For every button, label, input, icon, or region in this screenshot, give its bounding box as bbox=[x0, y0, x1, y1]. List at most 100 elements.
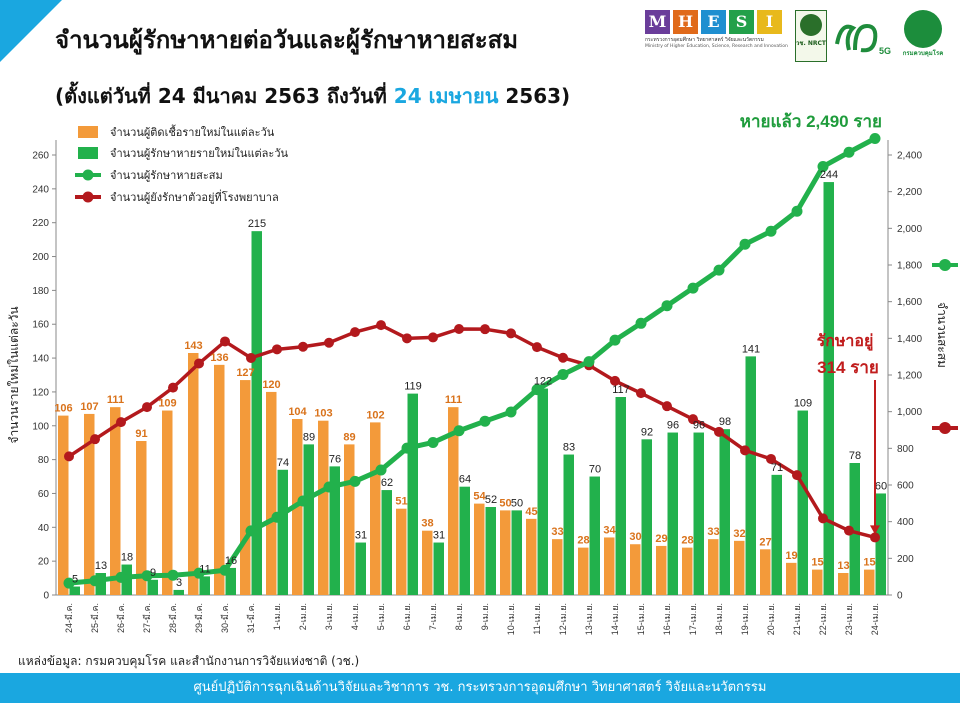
page-title: จำนวนผู้รักษาหายต่อวันและผู้รักษาหายสะสม bbox=[55, 26, 519, 54]
bar-new-infections bbox=[526, 518, 537, 595]
y-left-axis-title: จำนวนรายใหม่ในแต่ละวัน bbox=[7, 306, 21, 443]
bar-new-recoveries bbox=[589, 476, 600, 595]
bar-new-infections bbox=[318, 420, 329, 595]
point-cumulative bbox=[297, 495, 309, 507]
label-new-recoveries: 89 bbox=[303, 431, 315, 443]
annotation-recovered-total: หายแล้ว 2,490 ราย bbox=[740, 112, 882, 131]
label-new-recoveries: 215 bbox=[248, 218, 266, 230]
label-new-infections: 107 bbox=[80, 401, 98, 413]
label-new-recoveries: 76 bbox=[329, 453, 341, 465]
mhesi-letter-m: M bbox=[645, 10, 670, 34]
bar-new-recoveries bbox=[563, 454, 574, 595]
y-right-axis-title: จำนวนสะสม bbox=[935, 302, 949, 368]
point-cumulative bbox=[479, 415, 491, 427]
bar-new-infections bbox=[838, 573, 849, 595]
y-right-tick-label: 2,200 bbox=[897, 187, 922, 198]
bar-new-recoveries bbox=[849, 463, 860, 595]
bar-new-recoveries bbox=[511, 510, 522, 595]
point-hospitalized bbox=[220, 336, 230, 347]
label-new-infections: 104 bbox=[288, 406, 307, 418]
label-new-infections: 109 bbox=[158, 398, 176, 410]
x-tick-label: 11-เม.ย. bbox=[532, 603, 542, 635]
point-cumulative bbox=[89, 575, 101, 587]
point-hospitalized bbox=[506, 328, 516, 339]
mhesi-english-name: Ministry of Higher Education, Science, R… bbox=[645, 44, 788, 49]
point-hospitalized bbox=[480, 324, 490, 335]
x-tick-label: 23-เม.ย. bbox=[844, 603, 854, 635]
label-new-recoveries: 78 bbox=[849, 450, 861, 462]
bar-new-infections bbox=[110, 407, 121, 595]
bar-new-recoveries bbox=[719, 429, 730, 595]
label-new-recoveries: 141 bbox=[742, 343, 760, 355]
bar-new-infections bbox=[604, 537, 615, 595]
y-left-tick-label: 80 bbox=[38, 455, 50, 466]
label-new-infections: 127 bbox=[236, 367, 254, 379]
point-hospitalized bbox=[350, 327, 360, 338]
point-cumulative bbox=[869, 133, 881, 144]
bar-new-recoveries bbox=[823, 182, 834, 596]
y-left-tick-label: 160 bbox=[32, 320, 49, 331]
label-new-infections: 15 bbox=[863, 557, 875, 569]
bar-new-infections bbox=[84, 413, 95, 595]
footer-banner: ศูนย์ปฏิบัติการฉุกเฉินด้านวิจัยและวิชากา… bbox=[0, 673, 960, 703]
bar-new-recoveries bbox=[615, 397, 626, 595]
bar-new-infections bbox=[500, 510, 511, 595]
bar-new-infections bbox=[136, 441, 147, 595]
point-hospitalized bbox=[818, 513, 828, 524]
bar-new-recoveries bbox=[433, 542, 444, 595]
bar-new-recoveries bbox=[797, 410, 808, 595]
point-hospitalized bbox=[90, 434, 100, 445]
mhesi-thai-name: กระทรวงการอุดมศึกษา วิทยาศาสตร์ วิจัยและ… bbox=[645, 37, 764, 43]
legend-label-1: จำนวนผู้รักษาหายรายใหม่ในแต่ละวัน bbox=[110, 147, 289, 160]
bar-new-recoveries bbox=[459, 486, 470, 595]
y-right-tick-label: 2,000 bbox=[897, 224, 922, 235]
bar-new-recoveries bbox=[771, 474, 782, 595]
y-left-tick-label: 40 bbox=[38, 523, 50, 534]
x-tick-label: 24-มี.ค. bbox=[64, 603, 74, 633]
label-new-recoveries: 3 bbox=[176, 577, 182, 589]
label-new-recoveries: 96 bbox=[667, 420, 679, 432]
mhesi-letter-e: E bbox=[701, 10, 726, 34]
point-cumulative bbox=[765, 225, 777, 237]
label-new-infections: 89 bbox=[343, 431, 355, 443]
y-right-tick-label: 0 bbox=[897, 591, 903, 602]
bar-new-recoveries bbox=[95, 573, 106, 595]
label-new-infections: 136 bbox=[210, 352, 228, 364]
x-tick-label: 31-มี.ค. bbox=[246, 603, 256, 633]
bar-new-recoveries bbox=[199, 576, 210, 595]
x-tick-label: 20-เม.ย. bbox=[766, 603, 776, 635]
label-new-recoveries: 31 bbox=[433, 530, 445, 542]
nrct-seal-icon bbox=[800, 14, 822, 36]
label-new-recoveries: 52 bbox=[485, 494, 497, 506]
point-hospitalized bbox=[168, 382, 178, 393]
x-tick-label: 27-มี.ค. bbox=[142, 603, 152, 633]
point-hospitalized bbox=[714, 426, 724, 437]
point-hospitalized bbox=[558, 352, 568, 363]
y-left-tick-label: 60 bbox=[38, 489, 50, 500]
5g-logo: 5G bbox=[835, 23, 891, 56]
point-cumulative bbox=[583, 356, 595, 368]
point-hospitalized bbox=[662, 401, 672, 412]
page-subtitle: (ตั้งแต่วันที่ 24 มีนาคม 2563 ถึงวันที่ … bbox=[55, 80, 570, 112]
data-source-note: แหล่งข้อมูล: กรมควบคุมโรค และสำนักงานการ… bbox=[18, 654, 360, 668]
bar-new-infections bbox=[734, 540, 745, 595]
point-hospitalized bbox=[454, 323, 464, 334]
label-new-recoveries: 18 bbox=[121, 552, 133, 564]
x-tick-label: 30-มี.ค. bbox=[220, 603, 230, 633]
label-new-infections: 34 bbox=[603, 524, 616, 536]
legend-marker-3 bbox=[82, 191, 94, 203]
point-hospitalized bbox=[792, 470, 802, 481]
bar-new-recoveries bbox=[251, 231, 262, 595]
y-left-tick-label: 140 bbox=[32, 354, 49, 365]
bar-new-recoveries bbox=[173, 589, 184, 595]
point-hospitalized bbox=[766, 453, 776, 464]
label-new-recoveries: 11 bbox=[199, 563, 210, 575]
label-new-infections: 111 bbox=[445, 394, 462, 406]
legend-swatch-0 bbox=[78, 126, 98, 138]
bar-new-infections bbox=[188, 353, 199, 595]
point-cumulative bbox=[843, 146, 855, 158]
bar-new-recoveries bbox=[407, 393, 418, 595]
y-right-tick-label: 600 bbox=[897, 481, 914, 492]
x-tick-label: 10-เม.ย. bbox=[506, 603, 516, 635]
